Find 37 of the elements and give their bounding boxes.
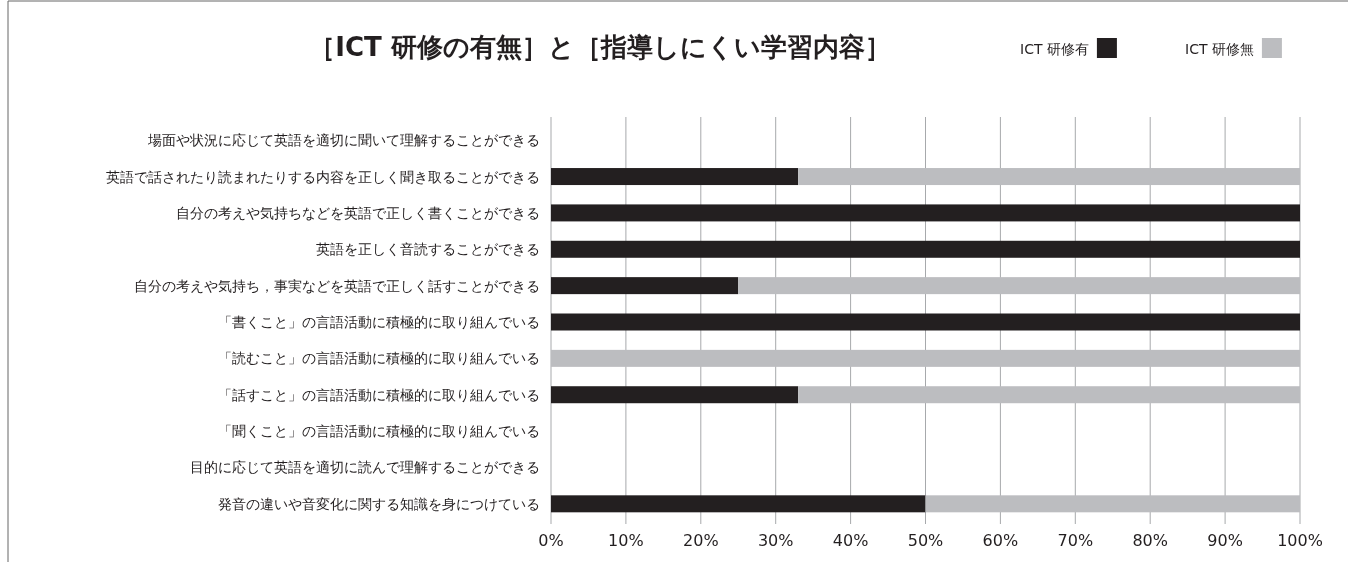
- y-tick-label: 「書くこと」の言語活動に積極的に取り組んでいる: [218, 314, 540, 330]
- x-tick-label: 70%: [1057, 531, 1094, 550]
- y-tick-label: 英語を正しく音読することができる: [316, 241, 540, 258]
- x-tick-label: 100%: [1277, 531, 1323, 550]
- y-tick-label: 「聞くこと」の言語活動に積極的に取り組んでいる: [218, 423, 540, 440]
- bar: [551, 168, 799, 186]
- bar: [551, 204, 1300, 222]
- bar: [738, 277, 1300, 295]
- bar: [798, 386, 1300, 404]
- x-tick-label: 50%: [907, 531, 944, 550]
- bar: [551, 313, 1300, 331]
- x-tick-label: 10%: [608, 531, 644, 550]
- bar: [551, 386, 799, 404]
- y-tick-label: 自分の考えや気持ち，事実などを英語で正しく話すことができる: [134, 277, 540, 294]
- y-tick-label: 「読むこと」の言語活動に積極的に取り組んでいる: [218, 350, 540, 367]
- x-tick-label: 0%: [538, 531, 564, 550]
- bar: [551, 277, 739, 295]
- legend-label: ICT 研修有: [1020, 41, 1089, 57]
- x-tick-label: 90%: [1207, 531, 1243, 550]
- x-tick-label: 40%: [832, 531, 869, 550]
- legend-label: ICT 研修無: [1185, 41, 1254, 57]
- bar: [551, 240, 1300, 258]
- x-tick-label: 60%: [982, 531, 1019, 550]
- y-tick-label: 「話すこと」の言語活動に積極的に取り組んでいる: [218, 386, 540, 403]
- y-tick-label: 自分の考えや気持ちなどを英語で正しく書くことができる: [176, 204, 540, 221]
- y-tick-label: 発音の違いや音変化に関する知識を身につけている: [218, 495, 540, 512]
- x-tick-label: 30%: [757, 531, 794, 550]
- bar: [925, 495, 1300, 513]
- bar: [798, 168, 1300, 186]
- y-tick-label: 目的に応じて英語を適切に読んで理解することができる: [190, 459, 540, 476]
- chart-title: ［ICT 研修の有無］と［指導しにくい学習内容］: [309, 32, 891, 62]
- bar: [551, 349, 1300, 367]
- bar: [551, 495, 926, 513]
- x-tick-label: 20%: [683, 531, 719, 550]
- x-tick-label: 80%: [1132, 531, 1168, 550]
- y-tick-label: 場面や状況に応じて英語を適切に聞いて理解することができる: [147, 132, 540, 149]
- y-tick-label: 英語で話されたり読まれたりする内容を正しく聞き取ることができる: [106, 168, 540, 185]
